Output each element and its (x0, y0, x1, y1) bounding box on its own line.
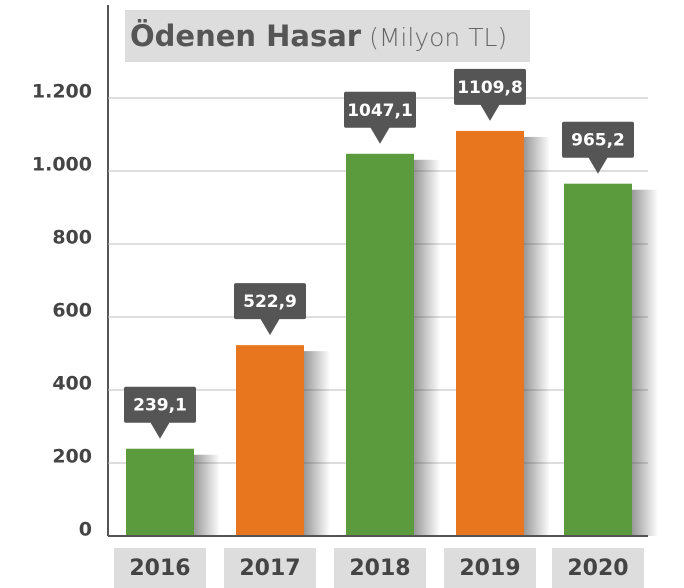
value-label: 522,9 (243, 292, 297, 312)
value-label-pointer (588, 156, 608, 174)
y-tick-label: 200 (52, 446, 92, 468)
x-tick-label: 2019 (459, 556, 520, 581)
bar-shadow (304, 351, 330, 536)
y-tick-label: 1.200 (32, 81, 92, 103)
bar (346, 153, 414, 536)
x-tick-box (114, 548, 206, 588)
value-label: 1047,1 (347, 101, 413, 121)
value-label-pointer (370, 126, 390, 144)
value-label-box (454, 68, 526, 105)
bar (564, 183, 632, 536)
value-label: 965,2 (571, 131, 625, 151)
bar-shadow (632, 189, 658, 536)
value-label-pointer (150, 421, 170, 439)
x-tick-label: 2020 (567, 556, 628, 581)
x-tick-box (224, 548, 316, 588)
y-tick-label: 1.000 (32, 154, 92, 176)
bar-shadow (524, 136, 550, 536)
bar (126, 448, 194, 536)
y-tick-label: 0 (79, 519, 92, 541)
value-label-pointer (260, 318, 280, 336)
bar (456, 130, 524, 536)
bar-shadow (414, 159, 440, 536)
x-tick-label: 2018 (349, 556, 410, 581)
chart-title: Ödenen Hasar (130, 19, 362, 53)
value-label-pointer (480, 103, 500, 121)
value-label-box (344, 91, 416, 128)
x-tick-box (444, 548, 536, 588)
value-label: 239,1 (133, 396, 187, 416)
y-tick-label: 400 (52, 373, 92, 395)
y-tick-label: 800 (52, 227, 92, 249)
bar (236, 345, 304, 536)
title-box (125, 10, 530, 62)
value-label-box (124, 386, 196, 423)
value-label-box (562, 121, 634, 158)
y-tick-label: 600 (52, 300, 92, 322)
x-tick-label: 2017 (239, 556, 300, 581)
x-tick-box (334, 548, 426, 588)
bar-shadow (194, 454, 220, 536)
chart-subtitle: (Milyon TL) (369, 23, 507, 52)
x-tick-box (552, 548, 644, 588)
x-tick-label: 2016 (129, 556, 190, 581)
value-label-box (234, 283, 306, 320)
value-label: 1109,8 (457, 78, 523, 98)
